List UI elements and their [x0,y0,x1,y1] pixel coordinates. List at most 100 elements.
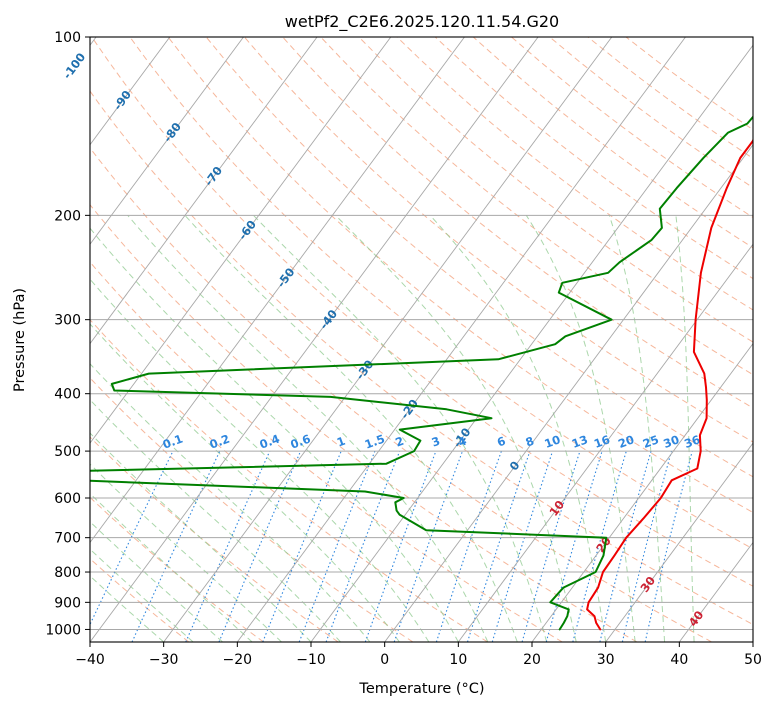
moist-adiabat [335,214,577,642]
isotherm-label: 30 [637,574,658,595]
line-annotations: -100-90-80-70-60-50-40-30-20-10010203040… [60,50,706,629]
mixing-ratio-label: 8 [524,434,536,450]
dry-adiabat [90,496,264,642]
mixing-ratio-line [131,450,221,642]
isotherm-label: 0 [507,458,523,473]
y-tick-label: 900 [54,595,81,611]
x-tick-label: 20 [523,652,541,668]
y-axis-label: Pressure (hPa) [12,288,28,392]
moist-adiabat [90,463,282,642]
moist-adiabat [90,323,400,642]
dry-adiabat [282,37,753,409]
chart-title: wetPf2_C2E6.2025.120.11.54.G20 [285,12,559,32]
dry-adiabat [549,37,753,189]
sounding-profiles [90,115,753,631]
dry-adiabat [91,37,753,587]
isotherm-line [90,37,465,544]
mixing-ratio-label: 0.4 [258,432,282,452]
isotherm-line [90,37,244,245]
x-axis: −40 −30 −20 −10 0 10 20 30 40 50 [75,642,762,668]
moist-adiabat [90,492,253,642]
mixing-ratio-label: 30 [661,432,681,451]
mixing-ratio-label: 1.5 [363,432,387,452]
dry-adiabat [90,557,190,642]
moist-adiabat [90,548,194,642]
isotherm-line [90,37,539,642]
plot-frame [89,36,754,643]
moist-adiabat [90,521,223,642]
x-tick-label: 50 [744,652,762,668]
moist-adiabat [525,215,636,642]
mixing-ratio-line [491,450,554,642]
isotherm-label: -80 [160,120,184,145]
moist-adiabat [429,214,607,642]
y-axis: 100 200 300 400 500 600 700 800 900 1000 [45,30,90,638]
dry-adiabat [358,37,753,343]
mixing-ratio-line [621,450,673,642]
mixing-ratio-label: 0.2 [208,432,232,452]
y-tick-label: 700 [54,531,81,547]
moist-adiabat [253,214,548,642]
x-tick-label: −10 [296,652,326,668]
dry-adiabat [320,37,753,376]
isotherm-label: -60 [235,217,259,242]
moist-adiabat [90,227,459,642]
moist-adiabat [608,215,666,642]
isotherm-line [90,37,171,146]
isotherm-label: 40 [686,608,707,629]
isotherm-line [605,442,753,642]
mixing-ratio-label: 0.1 [161,432,185,452]
isotherm-line [457,243,753,642]
y-tick-label: 1000 [45,622,81,638]
moist-adiabat [90,399,341,642]
mixing-ratio-line [298,450,376,642]
moist-adiabat [90,575,165,642]
y-tick-label: 600 [54,491,81,507]
isotherm-label: -70 [202,164,226,189]
y-tick-label: 400 [54,387,81,403]
isotherm-line [310,44,753,642]
mixing-ratio-line [185,450,271,642]
isotherm-line [90,37,392,444]
dry-adiabat [90,377,414,642]
mixing-ratio-label: 36 [682,432,702,451]
mixing-ratio-line [218,450,302,642]
x-tick-label: −30 [149,652,179,668]
y-tick-label: 100 [54,30,81,46]
mixing-ratio-line [90,450,174,626]
dewpoint-profile-line [90,115,753,631]
isotherm-label: -30 [353,357,377,382]
x-tick-label: −20 [223,652,253,668]
x-tick-label: −40 [75,652,105,668]
mixing-ratio-line [393,450,464,642]
dry-adiabat [90,147,712,642]
dry-adiabat [511,37,753,219]
dry-adiabat [90,318,488,642]
dry-adiabat [90,204,638,642]
y-tick-label: 200 [54,208,81,224]
background-lines [90,37,753,642]
mixing-ratio-line [435,450,502,642]
x-axis-label: Temperature (°C) [358,681,484,697]
mixing-ratio-label: 3 [430,434,442,450]
mixing-ratio-line [572,450,627,642]
mixing-ratio-line [545,450,603,642]
mixing-ratio-line [262,450,342,642]
x-tick-label: 0 [380,652,389,668]
isotherm-label: -40 [317,307,341,332]
y-tick-label: 800 [54,565,81,581]
mixing-ratio-line [364,450,437,642]
mixing-ratio-label: 16 [592,432,612,451]
y-tick-label: 300 [54,313,81,329]
isotherm-label: -20 [397,396,421,421]
mixing-ratio-label: 2 [393,434,405,450]
plot-area: -100-90-80-70-60-50-40-30-20-10010203040… [60,36,754,643]
isotherm-line [90,37,318,345]
mixing-ratio-label: 0.6 [288,432,312,452]
isotherm-label: -100 [60,50,88,81]
moist-adiabat [184,214,518,642]
mixing-ratio-line [599,450,652,642]
isotherm-line [163,37,613,642]
isotherm-line [236,37,686,642]
